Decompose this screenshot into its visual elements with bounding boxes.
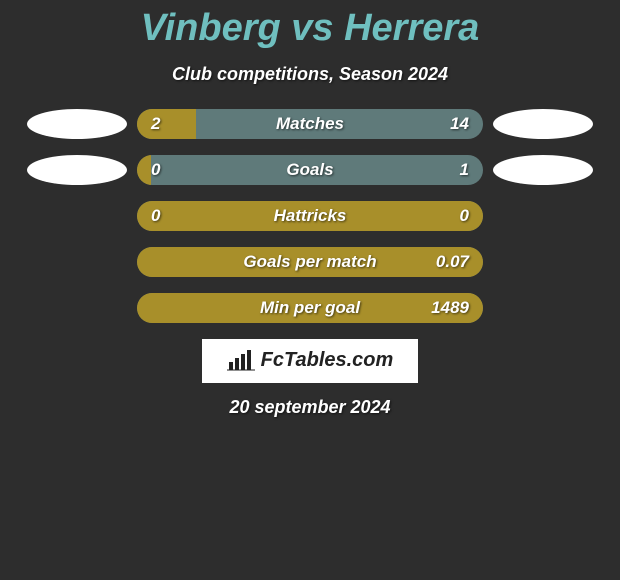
stat-row: Goals per match 0.07: [0, 247, 620, 277]
right-ellipse: [493, 155, 593, 185]
logo-box: FcTables.com: [202, 339, 418, 383]
stat-row: Min per goal 1489: [0, 293, 620, 323]
stat-bar-fill: [137, 109, 196, 139]
stat-bar: Min per goal 1489: [137, 293, 483, 323]
logo-text: FcTables.com: [261, 349, 394, 372]
left-ellipse: [27, 155, 127, 185]
stat-bar: 0 Hattricks 0: [137, 201, 483, 231]
stat-row: 0 Goals 1: [0, 155, 620, 185]
stat-right-value: 0.07: [436, 252, 469, 272]
right-ellipse-spacer: [493, 293, 593, 323]
left-ellipse-spacer: [27, 247, 127, 277]
stat-row: 0 Hattricks 0: [0, 201, 620, 231]
subtitle: Club competitions, Season 2024: [0, 64, 620, 85]
stat-label: Goals per match: [243, 252, 376, 272]
stat-label: Min per goal: [260, 298, 360, 318]
stat-label: Goals: [286, 160, 333, 180]
stat-row: 2 Matches 14: [0, 109, 620, 139]
comparison-infographic: Vinberg vs Herrera Club competitions, Se…: [0, 0, 620, 580]
stat-right-value: 1489: [431, 298, 469, 318]
stat-bar-fill: [137, 155, 151, 185]
right-ellipse: [493, 109, 593, 139]
left-ellipse: [27, 109, 127, 139]
date-text: 20 september 2024: [0, 397, 620, 418]
stat-bar: 2 Matches 14: [137, 109, 483, 139]
stat-left-value: 2: [151, 114, 160, 134]
stat-right-value: 14: [450, 114, 469, 134]
stat-label: Matches: [276, 114, 344, 134]
right-ellipse-spacer: [493, 201, 593, 231]
left-ellipse-spacer: [27, 293, 127, 323]
stat-bar: 0 Goals 1: [137, 155, 483, 185]
left-ellipse-spacer: [27, 201, 127, 231]
stat-left-value: 0: [151, 206, 160, 226]
stat-label: Hattricks: [274, 206, 347, 226]
page-title: Vinberg vs Herrera: [0, 0, 620, 50]
stat-right-value: 0: [460, 206, 469, 226]
stat-bar: Goals per match 0.07: [137, 247, 483, 277]
stat-right-value: 1: [460, 160, 469, 180]
right-ellipse-spacer: [493, 247, 593, 277]
chart-icon: [227, 350, 255, 372]
stat-left-value: 0: [151, 160, 160, 180]
stats-rows: 2 Matches 14 0 Goals 1 0 Hattricks: [0, 109, 620, 323]
